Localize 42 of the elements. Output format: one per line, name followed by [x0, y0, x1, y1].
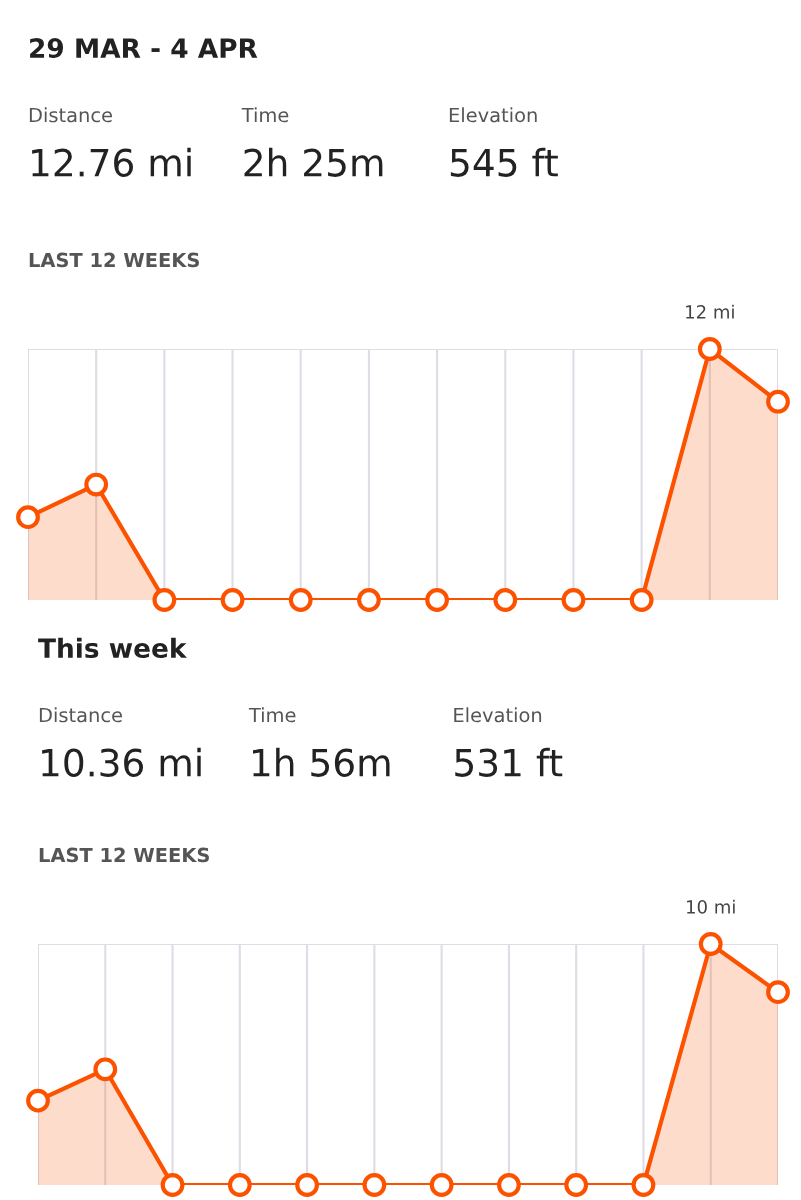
- point: [16, 505, 40, 530]
- annotation: 10 mi: [687, 899, 735, 914]
- point: [429, 1173, 454, 1197]
- point: [362, 1173, 387, 1197]
- point: [295, 1173, 319, 1197]
- text: 12.76 mi: [32, 147, 191, 177]
- point: [698, 932, 723, 956]
- point: [766, 980, 790, 1005]
- point: [564, 1173, 589, 1197]
- text: Distance: [39, 707, 122, 723]
- text: Distance: [29, 107, 112, 123]
- point: [497, 1173, 521, 1197]
- point: [425, 588, 449, 612]
- text: Time: [248, 707, 296, 723]
- point: [561, 588, 586, 612]
- text: 10.36 mi: [42, 747, 201, 777]
- point: [227, 1173, 252, 1197]
- point: [26, 1088, 50, 1113]
- text: 531 ft: [455, 747, 563, 777]
- point: [629, 588, 654, 612]
- text: 1h 56m: [253, 747, 390, 777]
- point: [160, 1173, 185, 1197]
- text: 545 ft: [450, 147, 558, 177]
- point: [288, 588, 313, 612]
- annotation: 12 mi: [686, 304, 734, 319]
- point: [631, 1173, 656, 1197]
- text: This week: [38, 637, 187, 659]
- point: [766, 389, 790, 414]
- point: [93, 1057, 118, 1082]
- text: 2h 25m: [244, 147, 383, 177]
- point: [697, 337, 722, 361]
- text: Elevation: [449, 107, 537, 123]
- point: [152, 588, 177, 612]
- text: 29 MAR - 4 APR: [30, 38, 258, 59]
- chart-title: LAST 12 WEEKS: [39, 847, 209, 863]
- chart-title: LAST 12 WEEKS: [29, 252, 199, 268]
- text: Elevation: [454, 707, 542, 723]
- text: Time: [241, 107, 289, 123]
- point: [84, 472, 109, 497]
- point: [357, 588, 381, 612]
- point: [493, 588, 518, 612]
- point: [220, 588, 245, 612]
